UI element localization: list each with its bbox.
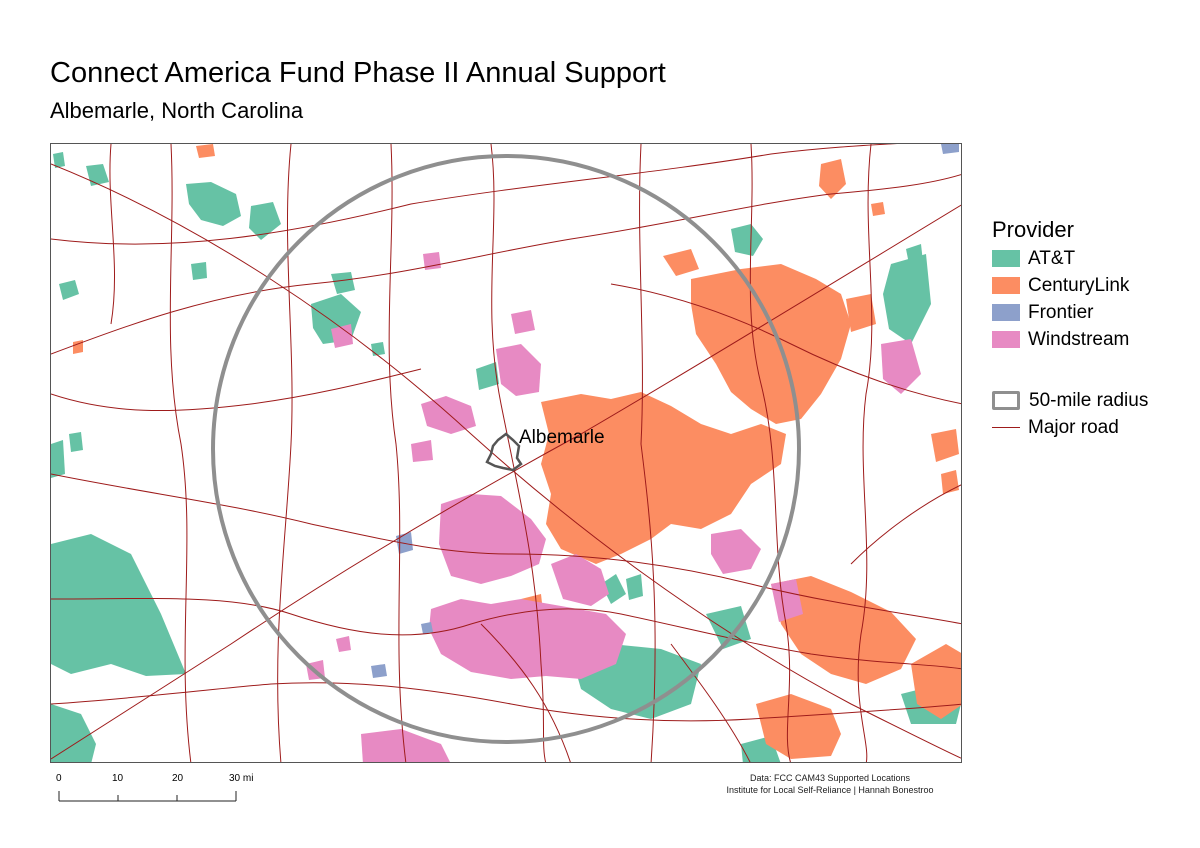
scale-bar-line — [58, 791, 237, 802]
windstream-swatch — [992, 331, 1020, 348]
credits: Data: FCC CAM43 Supported Locations Inst… — [700, 772, 960, 796]
map-title: Connect America Fund Phase II Annual Sup… — [50, 57, 666, 89]
scale-tick-label: 10 — [112, 773, 124, 784]
map-subtitle: Albemarle, North Carolina — [50, 98, 304, 123]
legend-item-road: Major road — [992, 414, 1148, 441]
windstream-coverage — [306, 252, 921, 762]
city-label: Albemarle — [519, 427, 605, 448]
legend-label: CenturyLink — [1028, 274, 1130, 296]
legend-label: AT&T — [1028, 247, 1076, 269]
radius-circle — [211, 154, 801, 744]
scale-tick-label: 20 — [172, 773, 184, 784]
legend-item-windstream: Windstream — [992, 326, 1148, 353]
legend-item-frontier: Frontier — [992, 299, 1148, 326]
frontier-swatch — [992, 304, 1020, 321]
legend-item-radius: 50-mile radius — [992, 387, 1148, 414]
legend-label: Windstream — [1028, 328, 1130, 350]
scale-bar: 0 10 20 30 mi — [56, 773, 253, 813]
centurylink-swatch — [992, 277, 1020, 294]
major-roads — [51, 144, 961, 762]
centurylink-coverage — [73, 144, 961, 759]
legend-label: Major road — [1028, 416, 1119, 438]
scale-tick-label: 0 — [56, 773, 62, 784]
legend: Provider AT&T CenturyLink Frontier Winds… — [992, 217, 1148, 441]
legend-item-centurylink: CenturyLink — [992, 272, 1148, 299]
legend-item-att: AT&T — [992, 245, 1148, 272]
legend-title: Provider — [992, 217, 1074, 242]
road-swatch — [992, 427, 1020, 428]
map-frame — [50, 143, 962, 763]
radius-swatch — [992, 391, 1020, 410]
map-canvas — [51, 144, 961, 762]
legend-label: Frontier — [1028, 301, 1094, 323]
legend-label: 50-mile radius — [1029, 389, 1149, 411]
data-source: Data: FCC CAM43 Supported Locations — [749, 773, 911, 783]
albemarle-outline — [485, 432, 523, 472]
scale-tick-label: 30 mi — [229, 773, 254, 784]
author-credit: Institute for Local Self-Reliance | Hann… — [726, 785, 934, 795]
att-swatch — [992, 250, 1020, 267]
